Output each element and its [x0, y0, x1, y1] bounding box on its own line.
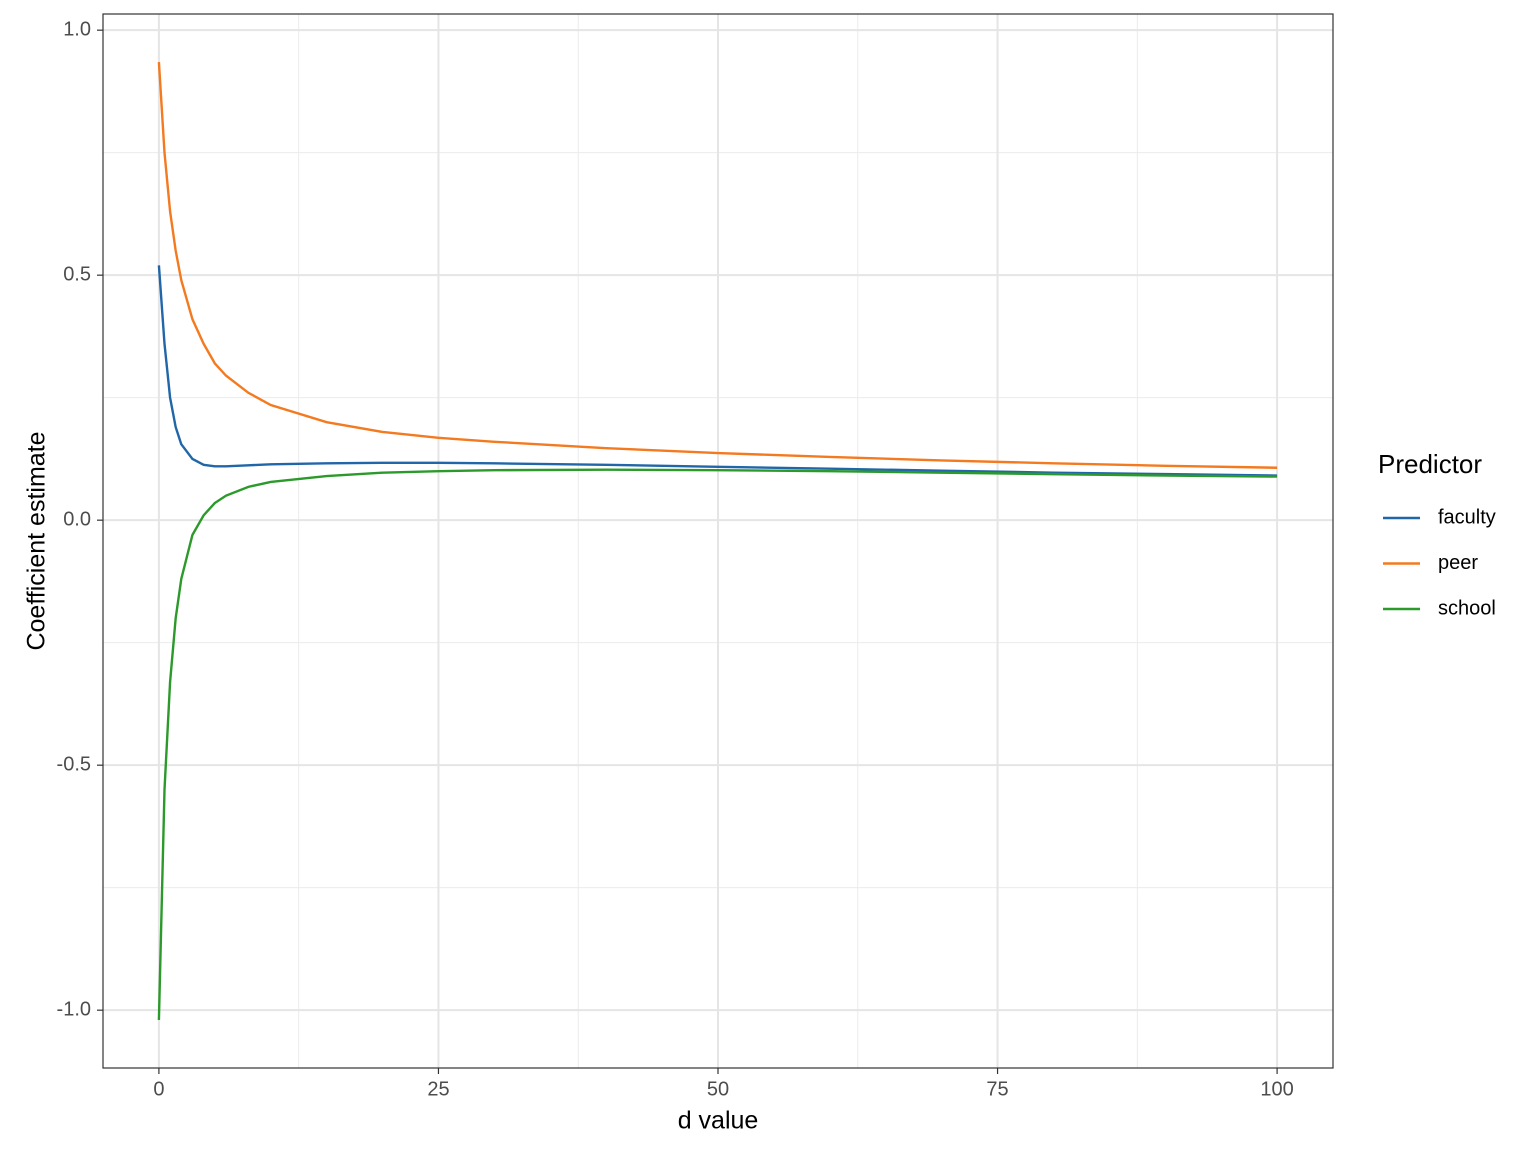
series-line — [157, 265, 1278, 477]
y-tick-label: 0.0 — [63, 508, 91, 530]
legend-label: school — [1438, 597, 1496, 619]
lines — [157, 61, 1278, 1021]
y-tick-label: -1.0 — [57, 998, 91, 1020]
x-axis-title: d value — [678, 1107, 759, 1135]
y-axis-title: Coefficient estimate — [23, 431, 51, 650]
y-tick-label: 1.0 — [63, 18, 91, 40]
x-tick-label: 75 — [986, 1078, 1008, 1100]
legend-label: peer — [1438, 552, 1478, 574]
series-line — [157, 468, 1278, 1021]
x-tick-label: 25 — [427, 1078, 449, 1100]
y-tick-label: -0.5 — [57, 753, 91, 775]
series-line — [157, 61, 1278, 469]
x-tick-label: 100 — [1260, 1078, 1293, 1100]
grid — [103, 14, 1333, 1068]
legend-title: Predictor — [1378, 449, 1482, 479]
x-tick-label: 0 — [153, 1078, 164, 1100]
x-tick-label: 50 — [707, 1078, 729, 1100]
y-tick-label: 0.5 — [63, 263, 91, 285]
legend-label: faculty — [1438, 506, 1496, 528]
